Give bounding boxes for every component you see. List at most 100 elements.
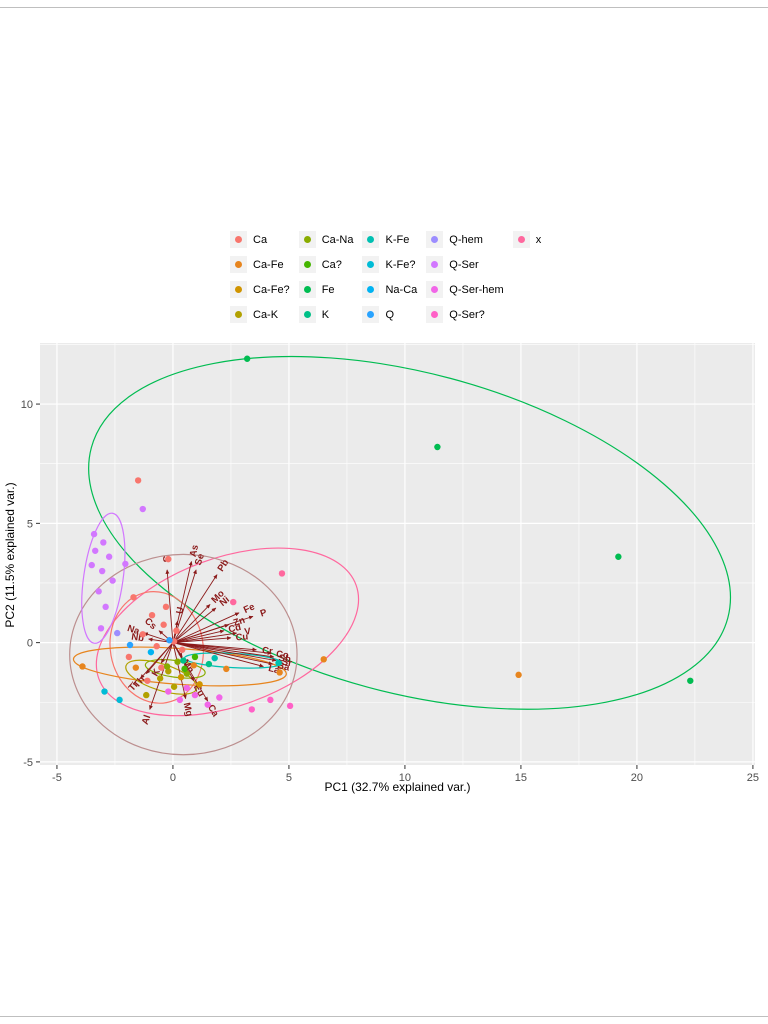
point-fe [615, 553, 622, 560]
legend-item-x: x [512, 227, 541, 252]
arrow-mn [172, 642, 183, 658]
legend-dot-icon [235, 236, 242, 243]
legend-dot-icon [431, 311, 439, 318]
tick-label-x: 15 [515, 772, 527, 784]
tick-label-x: -5 [52, 772, 62, 784]
legend-label: Ca? [321, 258, 342, 271]
legend-key [298, 256, 316, 273]
point-q-ser [98, 567, 106, 575]
page-edge-bottom [0, 1016, 768, 1017]
point-fe [434, 443, 441, 451]
legend-item-ca: Ca [230, 227, 290, 252]
legend-key [362, 231, 380, 248]
point-ca-na [174, 658, 181, 665]
point-q-ser [92, 547, 99, 554]
arrow-s [165, 569, 174, 643]
legend-item-ca-fe: Ca-Fe [230, 252, 290, 277]
tick-label-x: 0 [170, 772, 176, 784]
point-q-ser [109, 577, 116, 584]
point-na-ca [147, 648, 155, 656]
point-q-ser [88, 561, 95, 569]
point-q-ser-hem [183, 684, 191, 692]
arrow-mo [172, 604, 211, 643]
arrow-label-co: Co [276, 649, 290, 661]
point-ca [130, 594, 137, 601]
legend-label: Q [385, 308, 395, 321]
point-q [126, 641, 134, 649]
legend-item-q-hem: Q-hem [426, 227, 503, 252]
point-q-ser? [286, 702, 294, 710]
legend-key [512, 231, 530, 248]
arrow-ni [172, 607, 217, 643]
arrow-label-na: Na [126, 623, 142, 637]
arrow-ba [172, 642, 274, 666]
legend-label: Fe [321, 283, 335, 296]
tick-label-x: 5 [286, 772, 292, 784]
x-axis-title: PC1 (32.7% explained var.) [324, 780, 471, 794]
legend-item-q-ser?: Q-Ser? [426, 302, 503, 327]
arrow-mg [172, 642, 187, 700]
legend-key [362, 281, 380, 298]
point-ca-fe [132, 664, 140, 671]
point-q-ser? [267, 696, 274, 704]
point-q-ser [102, 603, 109, 611]
point-q-ser [90, 530, 98, 538]
legend-label: Ca-Fe [253, 258, 284, 271]
point-ca-fe [515, 671, 522, 679]
legend-item-fe: Fe [298, 277, 354, 302]
point-k [205, 660, 213, 668]
arrow-cd [172, 629, 225, 644]
legend-key [362, 306, 380, 323]
arrow-label-v: V [244, 626, 253, 638]
legend-dot-icon [431, 286, 439, 293]
point-x [278, 570, 286, 577]
page-edge-top [0, 7, 768, 8]
legend-label: K-Fe [385, 233, 410, 246]
point-ca-k [156, 675, 164, 682]
point-ca [125, 653, 133, 661]
legend-key [298, 281, 316, 298]
point-ca-fe? [177, 674, 185, 681]
point-k-fe? [116, 696, 123, 704]
arrow-label-cd: Cd [227, 622, 242, 636]
point-ca [160, 621, 167, 628]
point-q-ser? [248, 706, 256, 713]
legend-key [426, 231, 444, 248]
point-ca? [181, 665, 188, 673]
legend-column: Ca Ca-Fe Ca-Fe? Ca-K [230, 227, 290, 327]
legend-dot-icon [235, 261, 242, 268]
point-q-ser-hem [216, 694, 223, 701]
legend-label: Q-hem [449, 233, 483, 246]
arrow-label-mg: Mg [181, 702, 195, 718]
legend-label: Q-Ser? [449, 308, 485, 321]
point-ca [158, 664, 165, 671]
point-k-fe [275, 659, 282, 667]
legend-key [230, 306, 247, 323]
legend-key [426, 256, 444, 273]
legend-dot-icon [431, 236, 439, 243]
legend-column: x [512, 227, 541, 252]
legend-key [426, 306, 444, 323]
arrow-label-as: As [188, 544, 201, 558]
tick-label-x: 20 [631, 772, 643, 784]
ellipse-q-ser-hem [69, 553, 298, 756]
point-q-ser [95, 588, 102, 595]
arrow-label-u: U [174, 606, 186, 615]
point-k-fe [211, 654, 218, 662]
point-fe [687, 677, 694, 684]
ellipse-q-ser [81, 512, 126, 644]
legend: Ca Ca-Fe Ca-Fe? Ca-K Ca-Na Ca? Fe K K-Fe K-Fe? Na-… [230, 227, 541, 327]
point-ca [153, 643, 160, 650]
arrow-th [145, 642, 174, 675]
legend-key [298, 231, 316, 248]
legend-dot-icon [303, 261, 311, 268]
legend-label: Ca [253, 233, 268, 246]
point-q-ser [105, 553, 113, 560]
point-x [230, 598, 237, 606]
arrow-cu [172, 636, 232, 644]
point-q [166, 637, 173, 644]
ellipse-ca [109, 591, 205, 704]
legend-label: K-Fe? [385, 258, 416, 271]
